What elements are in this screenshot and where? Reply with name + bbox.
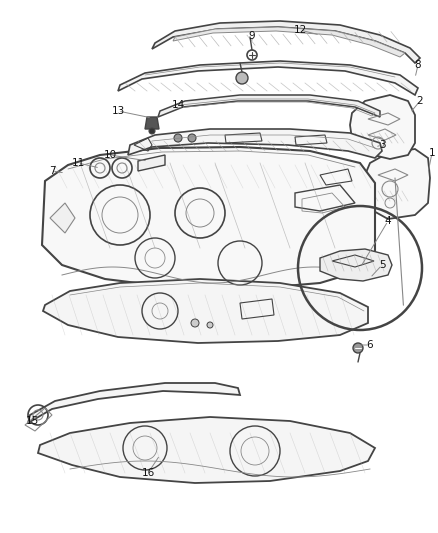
Polygon shape <box>43 279 368 343</box>
Polygon shape <box>145 117 159 129</box>
Circle shape <box>188 134 196 142</box>
Text: 16: 16 <box>141 468 155 478</box>
Text: 13: 13 <box>111 106 125 116</box>
Text: 15: 15 <box>25 416 39 426</box>
Text: 14: 14 <box>171 100 185 110</box>
Circle shape <box>174 134 182 142</box>
Circle shape <box>149 128 155 134</box>
Polygon shape <box>38 417 375 483</box>
Polygon shape <box>128 129 382 158</box>
Text: 1: 1 <box>429 148 435 158</box>
Polygon shape <box>152 21 420 63</box>
Text: 3: 3 <box>379 140 385 150</box>
Polygon shape <box>138 155 165 171</box>
Text: 11: 11 <box>71 158 85 168</box>
Polygon shape <box>173 27 405 57</box>
Polygon shape <box>42 147 375 289</box>
Text: 4: 4 <box>385 216 391 226</box>
Text: 12: 12 <box>293 25 307 35</box>
Circle shape <box>353 343 363 353</box>
Polygon shape <box>50 203 75 233</box>
Text: 7: 7 <box>49 166 55 176</box>
Text: 9: 9 <box>249 31 255 41</box>
Polygon shape <box>118 61 418 95</box>
Circle shape <box>207 322 213 328</box>
Polygon shape <box>158 95 380 117</box>
Text: 2: 2 <box>417 96 423 106</box>
Polygon shape <box>350 95 415 159</box>
Text: 10: 10 <box>103 150 117 160</box>
Circle shape <box>236 72 248 84</box>
Text: 5: 5 <box>379 260 385 270</box>
Polygon shape <box>365 149 430 219</box>
Text: 6: 6 <box>367 340 373 350</box>
Polygon shape <box>28 383 240 423</box>
Circle shape <box>191 319 199 327</box>
Text: 8: 8 <box>415 60 421 70</box>
Polygon shape <box>320 249 392 281</box>
